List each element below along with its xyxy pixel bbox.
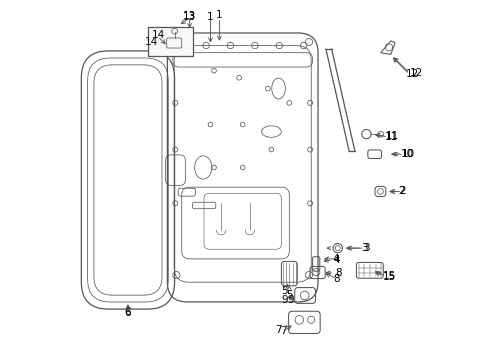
- Text: 13: 13: [183, 12, 196, 22]
- Text: 7: 7: [280, 326, 286, 336]
- Text: 3: 3: [360, 243, 367, 253]
- Text: 10: 10: [400, 149, 413, 159]
- Text: 12: 12: [405, 69, 418, 79]
- Text: 6: 6: [124, 308, 131, 318]
- Text: 15: 15: [383, 272, 396, 282]
- Text: 2: 2: [398, 186, 405, 197]
- Text: 1: 1: [216, 10, 222, 20]
- Text: 14: 14: [152, 30, 165, 40]
- Text: 1: 1: [207, 12, 213, 22]
- Text: 4: 4: [332, 254, 338, 264]
- Text: 8: 8: [333, 274, 339, 284]
- Text: 2: 2: [399, 186, 405, 197]
- Text: 7: 7: [275, 325, 281, 335]
- Text: 10: 10: [402, 149, 415, 159]
- Text: 11: 11: [384, 132, 397, 142]
- Text: 9: 9: [281, 295, 287, 305]
- Text: 5: 5: [281, 286, 287, 296]
- Text: 6: 6: [124, 307, 131, 317]
- Text: 5: 5: [285, 291, 292, 301]
- Text: 9: 9: [287, 295, 294, 305]
- Text: 3: 3: [362, 243, 369, 253]
- Text: 12: 12: [408, 68, 422, 78]
- Text: 13: 13: [183, 11, 196, 21]
- Text: 8: 8: [334, 268, 341, 278]
- FancyBboxPatch shape: [147, 27, 192, 56]
- Text: 4: 4: [333, 255, 339, 265]
- Text: 15: 15: [382, 271, 395, 281]
- Text: 11: 11: [386, 131, 399, 141]
- Text: 14: 14: [144, 37, 158, 47]
